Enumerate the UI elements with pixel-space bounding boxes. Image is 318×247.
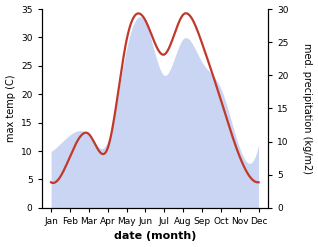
Y-axis label: med. precipitation (kg/m2): med. precipitation (kg/m2)	[302, 43, 313, 174]
X-axis label: date (month): date (month)	[114, 231, 196, 242]
Y-axis label: max temp (C): max temp (C)	[5, 75, 16, 142]
